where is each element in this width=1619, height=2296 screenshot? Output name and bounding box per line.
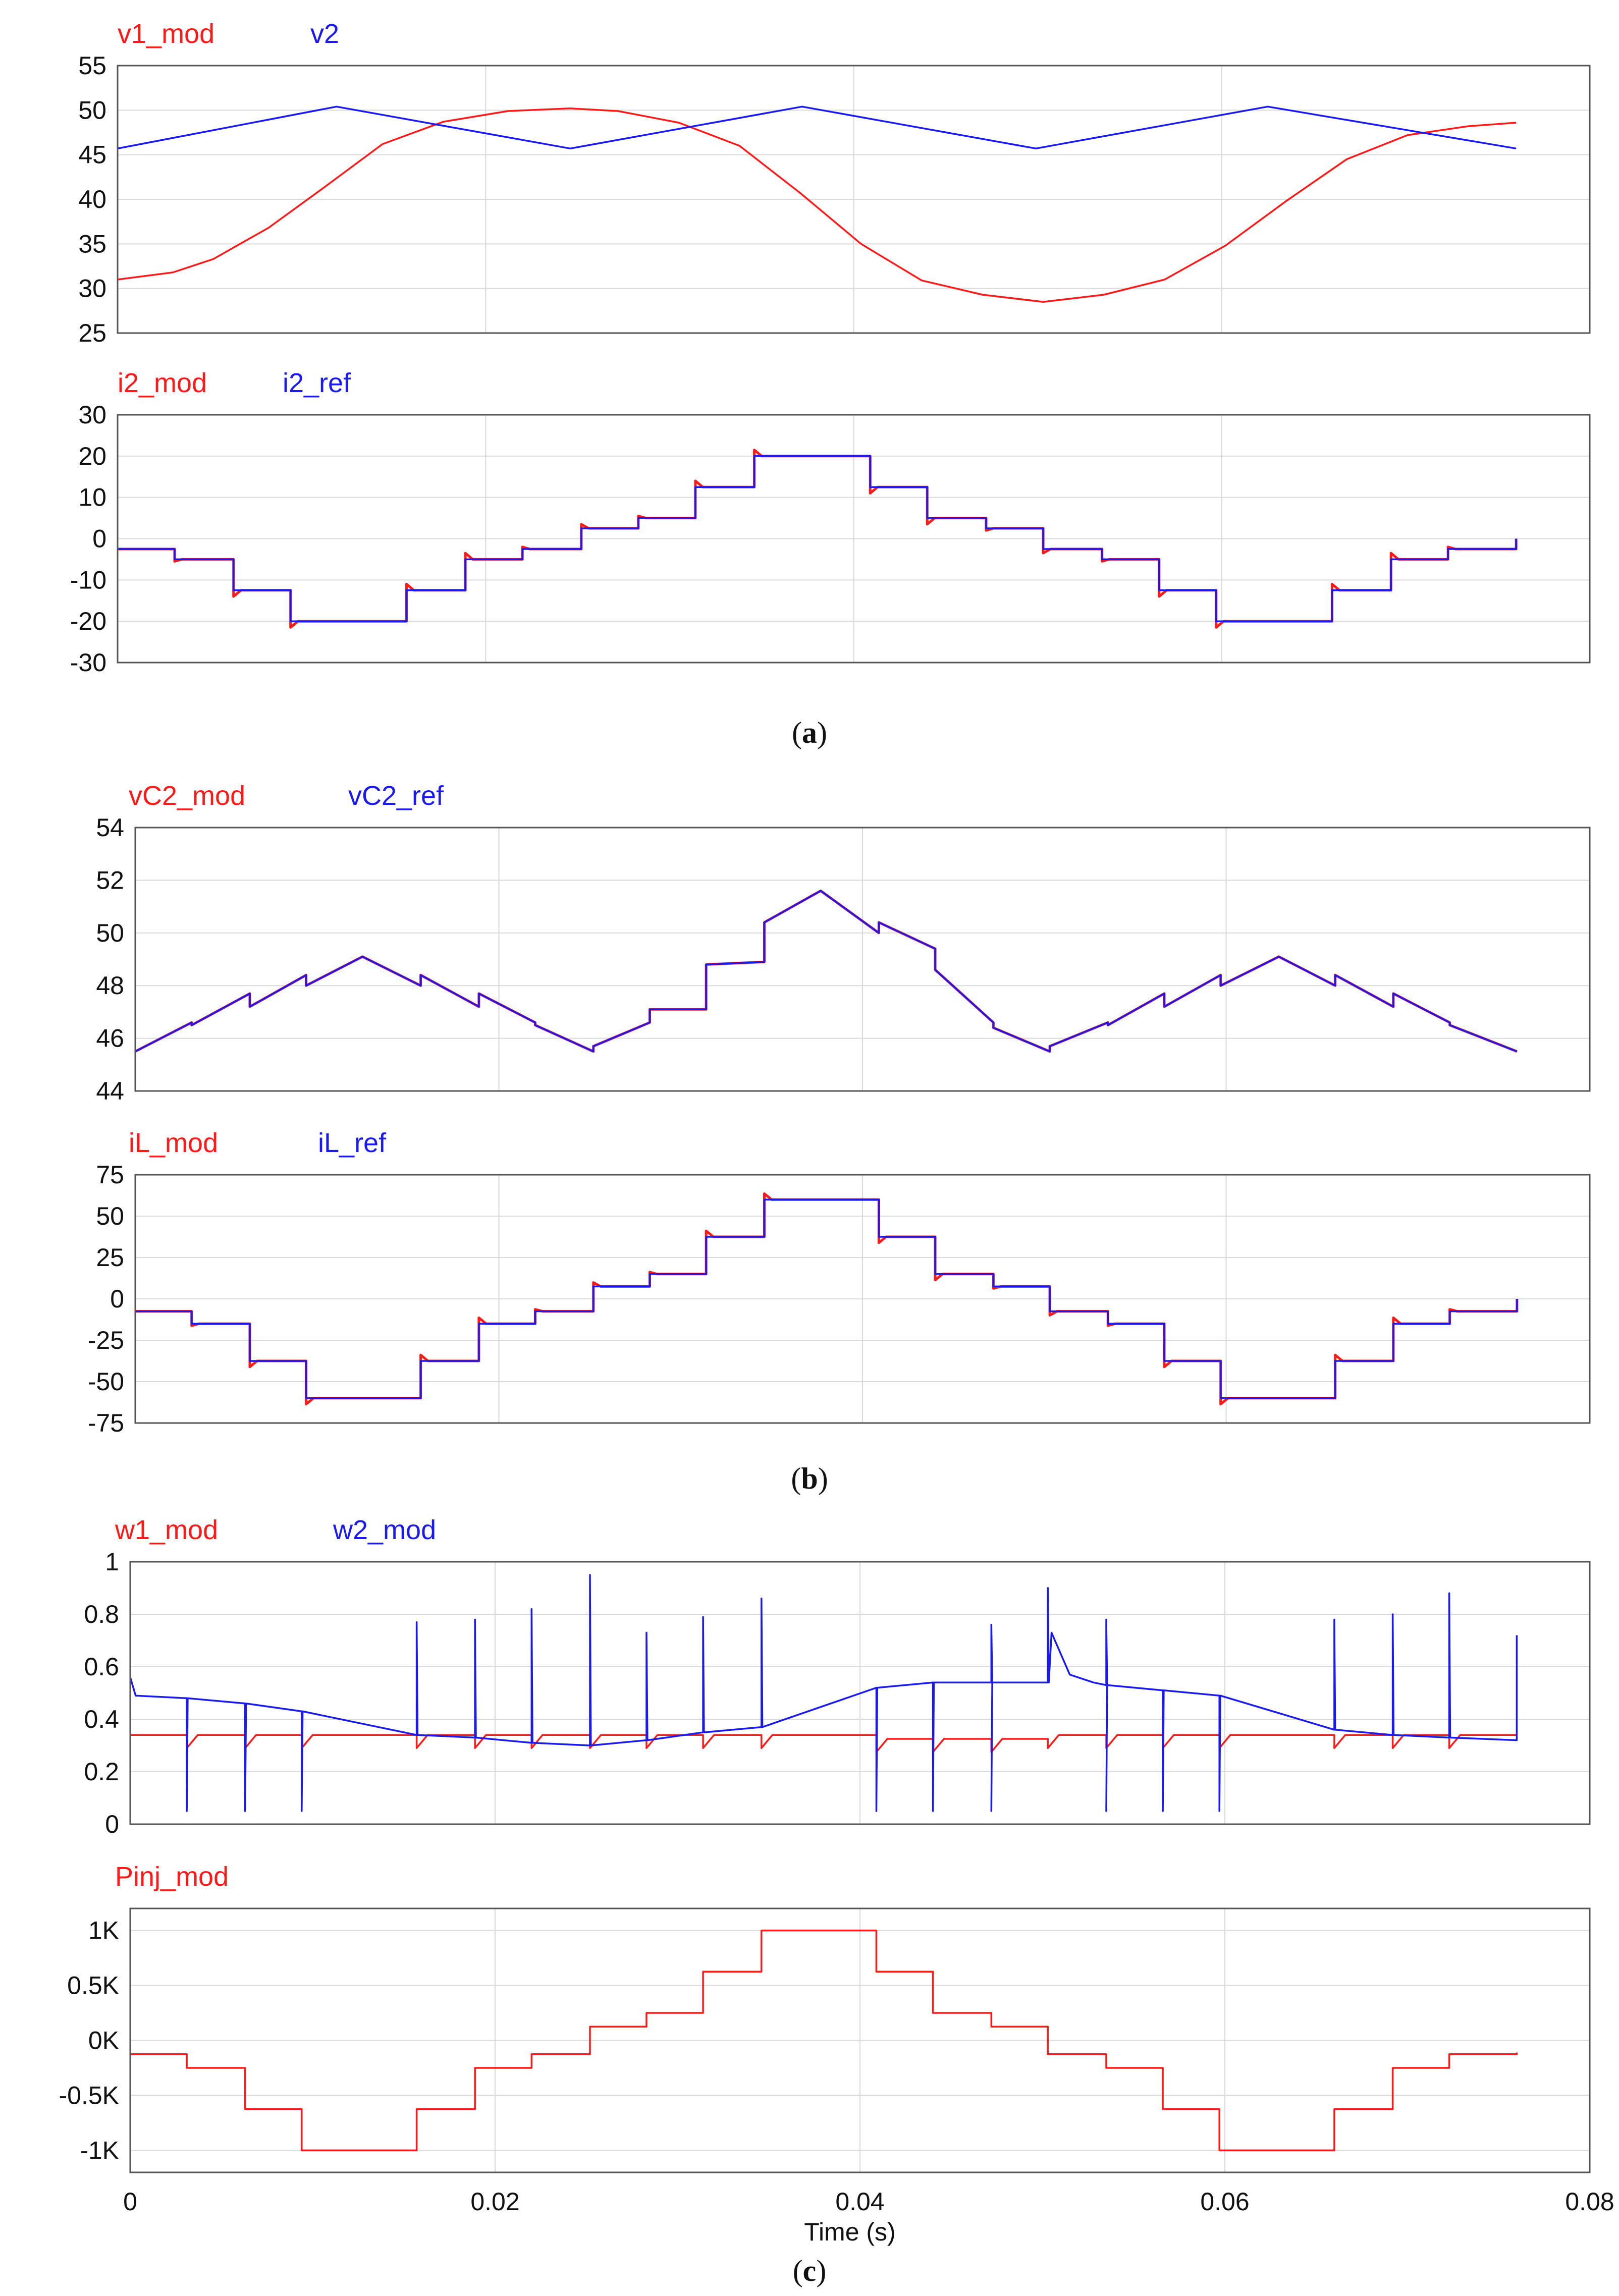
chart-panel-5: 1 0.8 0.6 0.4 0.2 0 w1_mod w2_mod: [84, 1515, 1591, 1838]
legend-entry: i2_mod: [118, 368, 207, 398]
y-tick-label: 25: [78, 319, 106, 347]
series-line-w1-mod: [130, 1734, 1517, 1753]
y-tick-label: 10: [78, 483, 106, 512]
y-tick-label: 46: [96, 1024, 124, 1053]
plot-frame: [117, 65, 1591, 334]
y-tick-label: 1K: [88, 1917, 119, 1945]
caption-a: (a): [792, 716, 827, 749]
y-tick-label: -30: [70, 648, 106, 677]
y-tick-label: -50: [88, 1368, 124, 1396]
y-tick-label: 50: [96, 919, 124, 947]
y-tick-label: -10: [70, 566, 106, 594]
y-tick-label: 0.2: [84, 1758, 119, 1786]
caption-c: (c): [793, 2254, 827, 2287]
y-tick-label: -1K: [80, 2136, 119, 2164]
y-tick-label: 20: [78, 442, 106, 470]
series-line-i2-ref: [118, 455, 1517, 622]
series-line-vc2-mod: [134, 889, 1518, 1053]
y-tick-label: 0.4: [84, 1705, 119, 1733]
legend-entry: iL_ref: [318, 1128, 387, 1158]
y-tick-label: -25: [88, 1326, 124, 1354]
caption-b: (b): [791, 1462, 828, 1495]
plot-frame: [129, 1561, 1591, 1825]
legend-entry: vC2_mod: [129, 781, 245, 811]
series-line-w2-mod: [129, 1574, 1518, 1812]
legend-entry: i2_ref: [283, 368, 351, 398]
plot-frame: [134, 1174, 1591, 1424]
legend-entry: Pinj_mod: [115, 1862, 229, 1892]
y-tick-label: 0.5K: [67, 1972, 119, 2000]
x-tick-label: 0: [123, 2188, 137, 2216]
series-line-vc2-ref: [135, 890, 1518, 1053]
x-tick-label: 0.04: [835, 2188, 884, 2216]
y-tick-label: 48: [96, 971, 124, 1000]
y-tick-label: 30: [78, 275, 106, 303]
series-line-v2: [117, 105, 1517, 150]
y-tick-label: 30: [78, 401, 106, 429]
y-tick-label: 0: [110, 1285, 124, 1313]
chart-panel-1: 55 50 45 40 35 30 25 v1_mod v2: [78, 19, 1591, 347]
y-tick-label: 52: [96, 866, 124, 894]
plot-frame: [134, 827, 1591, 1092]
chart-panel-4: 75 50 25 0 -25 -50 -75 iL_mod iL_ref: [88, 1128, 1591, 1437]
legend-entry: v2: [310, 19, 339, 49]
y-tick-label: 44: [96, 1077, 124, 1105]
y-tick-label: 35: [78, 230, 106, 258]
y-tick-label: 45: [78, 141, 106, 169]
chart-panel-6: 1K 0.5K 0K -0.5K -1K Pinj_mod 0 0.02 0.04 0.06 0.0…: [59, 1862, 1614, 2246]
y-tick-label: 55: [78, 51, 106, 80]
x-axis-label: Time (s): [804, 2218, 895, 2246]
series-line-pinj-mod: [130, 1929, 1518, 2152]
y-tick-label: 0.6: [84, 1653, 119, 1681]
y-tick-label: 0: [92, 525, 106, 553]
y-tick-label: 50: [78, 96, 106, 124]
legend-entry: v1_mod: [118, 19, 214, 49]
legend-entry: w2_mod: [333, 1515, 436, 1545]
series-line-v1-mod: [117, 107, 1517, 303]
plot-frame: [117, 414, 1591, 664]
chart-panel-2: 30 20 10 0 -10 -20 -30 i2_mod i2_ref: [70, 368, 1591, 677]
y-tick-label: 75: [96, 1161, 124, 1189]
legend-entry: iL_mod: [129, 1128, 218, 1158]
chart-panel-3: 54 52 50 48 46 44 vC2_mod vC2_ref: [96, 781, 1591, 1105]
y-tick-label: 0.8: [84, 1600, 119, 1628]
y-tick-label: 25: [96, 1243, 124, 1272]
y-tick-label: 40: [78, 185, 106, 213]
x-tick-label: 0.06: [1200, 2188, 1249, 2216]
y-tick-label: 54: [96, 813, 124, 842]
y-tick-label: -75: [88, 1409, 124, 1437]
plot-frame: [129, 1907, 1591, 2173]
y-tick-label: 0K: [88, 2027, 119, 2055]
legend-entry: vC2_ref: [348, 781, 444, 811]
y-tick-label: -20: [70, 607, 106, 635]
series-line-il-ref: [135, 1198, 1518, 1399]
y-tick-label: 1: [105, 1548, 119, 1576]
y-tick-label: 50: [96, 1202, 124, 1230]
legend-entry: w1_mod: [115, 1515, 218, 1545]
x-tick-label: 0.08: [1565, 2188, 1614, 2216]
y-tick-label: 0: [105, 1810, 119, 1838]
x-tick-label: 0.02: [470, 2188, 519, 2216]
y-tick-label: -0.5K: [59, 2081, 119, 2109]
